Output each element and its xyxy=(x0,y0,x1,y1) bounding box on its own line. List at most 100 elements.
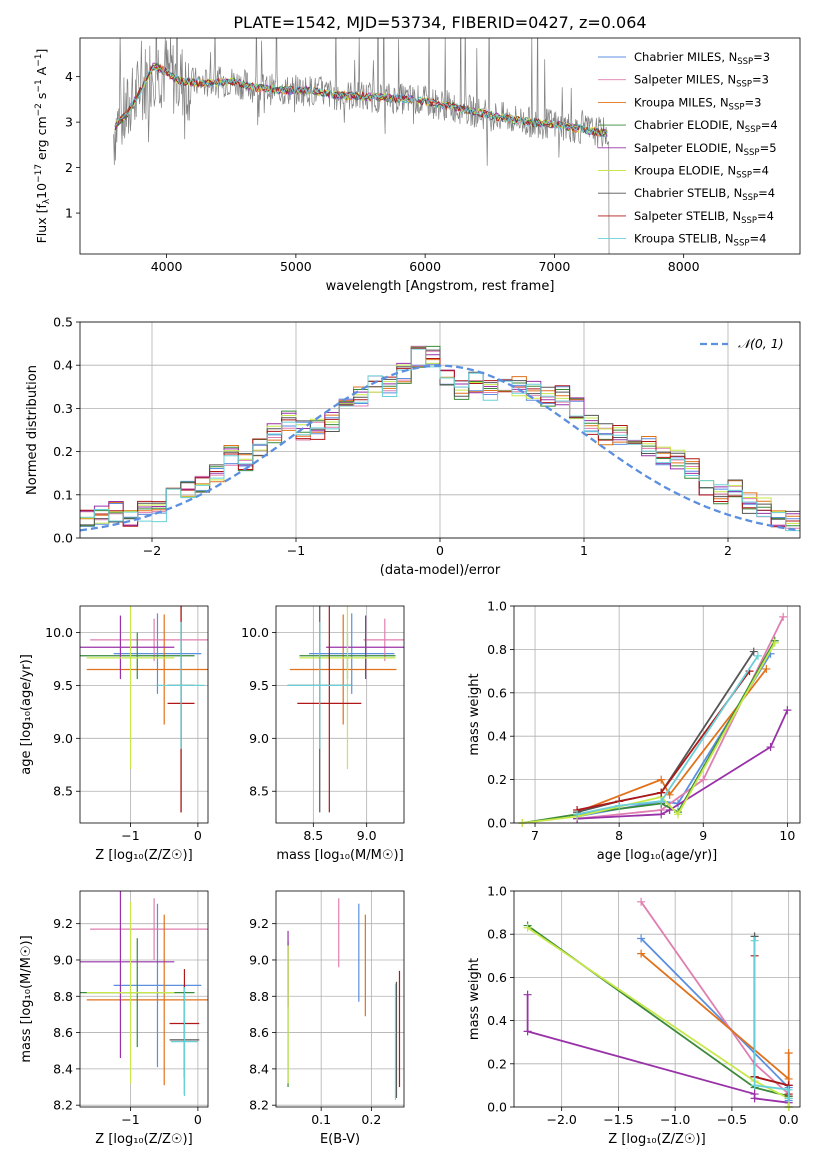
model-spectrum xyxy=(114,66,608,137)
mass-weight-point xyxy=(699,775,708,784)
axes-frame xyxy=(79,321,801,539)
axes-frame xyxy=(513,890,801,1108)
x-axis-label: Z [log₁₀(Z/Z☉)] xyxy=(95,848,192,863)
axes-frame xyxy=(275,890,405,1108)
y-tick-label: 1.0 xyxy=(487,884,507,899)
y-tick-label: 8.5 xyxy=(53,784,73,799)
x-axis-label: Z [log₁₀(Z/Z☉)] xyxy=(608,1132,705,1147)
y-tick-label: 0.6 xyxy=(487,970,507,985)
y-tick-label: 9.0 xyxy=(249,952,269,967)
axes-residuals: −2 −1 0 1 2 0.0 0.1 0.2 0.3 0.4 0.5 (data-model)/er… xyxy=(25,315,801,578)
legend-histogram: 𝒩(0, 1) xyxy=(700,336,784,351)
mass-weight-point xyxy=(749,647,758,656)
y-axis-label: Normed distribution xyxy=(25,365,40,495)
y-tick-label: 10.0 xyxy=(241,625,269,640)
x-tick-label: −1.5 xyxy=(603,1112,633,1127)
x-tick-label: 1 xyxy=(580,543,588,558)
y-tick-label: 0.4 xyxy=(487,729,507,744)
legend-label: Chabrier MILES, NSSP=3 xyxy=(634,50,770,67)
axes-frame xyxy=(79,890,209,1108)
axes-mass_vs_Z: −1 0 8.2 8.4 8.6 8.8 9.0 9.2 Z [log₁₀(Z/Z☉)] mass… xyxy=(19,890,209,1147)
x-tick-label: 0 xyxy=(436,543,444,558)
mass-weight-point xyxy=(657,788,666,797)
mass-weight-line xyxy=(577,616,785,820)
y-tick-label: 0.4 xyxy=(53,358,73,373)
mass-weight-line xyxy=(576,653,772,818)
mass-weight-line xyxy=(640,952,790,1097)
x-tick-label: 7 xyxy=(531,828,539,843)
y-axis-label: Flux [fλ10−17 erg cm−2 s−1 A−1] xyxy=(34,49,52,244)
x-tick-label: −2 xyxy=(143,543,161,558)
y-tick-label: 9.5 xyxy=(249,678,269,693)
x-tick-label: 8 xyxy=(615,828,623,843)
mass-weight-point xyxy=(750,1094,759,1103)
legend-label: Chabrier STELIB, NSSP=4 xyxy=(634,186,775,203)
y-tick-label: 0.4 xyxy=(487,1013,507,1028)
y-tick-label: 8.6 xyxy=(249,1025,269,1040)
legend-label: Chabrier ELODIE, NSSP=4 xyxy=(634,118,778,135)
axes-mass_weight_vs_Z: −2.0 −1.5 −1.0 −0.5 0.0 0.0 0.2 0.4 0.6 0.8 1.0 Z [… xyxy=(467,884,801,1147)
x-tick-label: 6000 xyxy=(409,259,441,274)
y-tick-label: 8.6 xyxy=(53,1025,73,1040)
y-tick-label: 1.0 xyxy=(487,599,507,614)
mass-weight-point xyxy=(674,810,683,819)
legend-label: Salpeter ELODIE, NSSP=5 xyxy=(634,141,777,158)
x-tick-label: 9 xyxy=(699,828,707,843)
legend-label: Kroupa ELODIE, NSSP=4 xyxy=(634,164,769,181)
legend-label: Salpeter STELIB, NSSP=4 xyxy=(634,209,774,226)
y-tick-label: 8.2 xyxy=(249,1098,269,1113)
mass-weight-point xyxy=(637,934,646,943)
y-tick-label: 0.2 xyxy=(53,444,73,459)
mass-weight-point xyxy=(753,651,762,660)
axes-frame xyxy=(79,37,801,255)
axes-age_vs_mass: 8.5 9.0 8.5 9.0 9.5 10.0 mass [log₁₀(M/M☉)] xyxy=(241,605,405,863)
x-axis-label: Z [log₁₀(Z/Z☉)] xyxy=(95,1132,192,1147)
y-tick-label: 8.4 xyxy=(53,1061,73,1076)
y-tick-label: 0.3 xyxy=(53,401,73,416)
x-tick-label: −2.0 xyxy=(546,1112,576,1127)
y-axis-label: age [log₁₀(age/yr)] xyxy=(19,654,34,775)
y-tick-label: 9.0 xyxy=(53,952,73,967)
mass-weight-point xyxy=(523,923,532,932)
y-tick-label: 0.8 xyxy=(487,642,507,657)
y-tick-label: 0.0 xyxy=(487,816,507,831)
x-tick-label: 0 xyxy=(194,828,202,843)
axes-mass_weight_vs_age: 7 8 9 10 0.0 0.2 0.4 0.6 0.8 1.0 age [log₁₀(age/yr… xyxy=(467,599,801,863)
mass-weight-point xyxy=(750,1081,759,1090)
mass-weight-point xyxy=(523,1027,532,1036)
x-tick-label: 8.5 xyxy=(303,828,323,843)
mass-weight-line xyxy=(753,940,790,1099)
mass-weight-line xyxy=(576,668,768,813)
normal-curve xyxy=(79,364,801,532)
mass-weight-point xyxy=(766,743,775,752)
x-tick-label: −1.0 xyxy=(660,1112,690,1127)
mass-weight-point xyxy=(615,801,624,810)
axes-mass_vs_EBV: 0.1 0.2 8.2 8.4 8.6 8.8 9.0 9.2 E(B-V) xyxy=(249,890,405,1147)
axes-spectrum: 4000 5000 6000 7000 8000 1 2 3 4 wavelength [Angs… xyxy=(34,37,801,294)
y-tick-label: 0.8 xyxy=(487,927,507,942)
y-tick-label: 1 xyxy=(65,206,73,221)
y-tick-label: 9.2 xyxy=(53,916,73,931)
axes-frame xyxy=(513,605,801,824)
x-tick-label: 0 xyxy=(194,1112,202,1127)
x-axis-label: wavelength [Angstrom, rest frame] xyxy=(326,279,555,294)
y-tick-label: 0.0 xyxy=(53,531,73,546)
mass-weight-point xyxy=(750,936,759,945)
mass-weight-line xyxy=(576,655,759,816)
figure-title: PLATE=1542, MJD=53734, FIBERID=0427, z=0… xyxy=(233,13,646,32)
axes-age_vs_Z: −1 0 8.5 9.0 9.5 10.0 Z [log₁₀(Z/Z☉)] age [log₁… xyxy=(19,605,209,863)
y-tick-label: 10.0 xyxy=(45,625,73,640)
x-axis-label: E(B-V) xyxy=(320,1132,360,1147)
mass-weight-point xyxy=(770,638,779,647)
y-tick-label: 8.8 xyxy=(249,989,269,1004)
y-tick-label: 8.8 xyxy=(53,989,73,1004)
histogram-step xyxy=(80,348,800,532)
x-tick-label: 8000 xyxy=(668,259,700,274)
y-tick-label: 4 xyxy=(65,69,73,84)
mass-weight-point xyxy=(784,1085,793,1094)
mass-weight-point xyxy=(784,1049,793,1057)
mass-weight-point xyxy=(637,897,646,906)
axes-frame xyxy=(275,605,405,824)
y-axis-label: mass weight xyxy=(467,673,482,755)
